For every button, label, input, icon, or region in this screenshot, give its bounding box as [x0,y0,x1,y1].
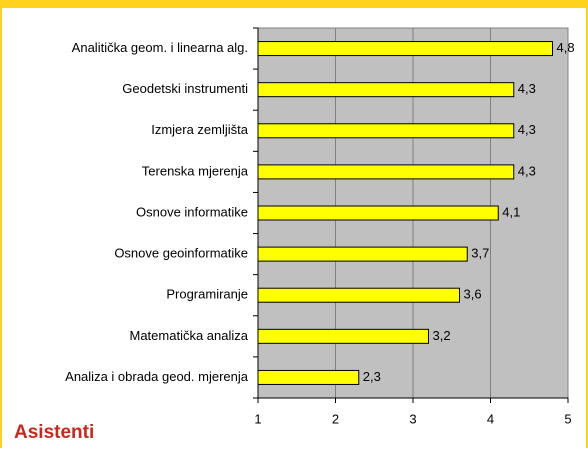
left-border [0,0,2,448]
y-tick-label: Analitička geom. i linearna alg. [72,40,248,55]
value-label: 4,3 [518,163,536,178]
x-tick-label: 4 [487,411,494,426]
y-tick-label: Osnove informatike [136,204,248,219]
bar [257,164,515,180]
value-label: 4,3 [518,81,536,96]
x-tick-label: 3 [409,411,416,426]
value-label: 4,3 [518,122,536,137]
y-tick-label: Izmjera zemljišta [151,122,249,137]
value-label: 3,6 [464,287,482,302]
x-tick-label: 2 [332,411,339,426]
bar [257,328,429,344]
y-tick-label: Terenska mjerenja [142,163,249,178]
bar [257,41,553,57]
x-tick-label: 1 [254,411,261,426]
value-label: 3,7 [471,246,489,261]
bar [257,246,468,262]
y-tick-label: Geodetski instrumenti [122,81,248,96]
value-label: 3,2 [433,328,451,343]
annotation: Asistenti [14,422,94,443]
bar [257,123,515,139]
x-tick-label: 5 [564,411,571,426]
value-label: 4,1 [502,204,520,219]
y-tick-label: Analiza i obrada geod. mjerenja [65,369,249,384]
value-label: 4,8 [557,40,575,55]
value-label: 2,3 [363,369,381,384]
bar [257,287,460,303]
y-tick-label: Programiranje [166,287,248,302]
y-tick-label: Osnove geoinformatike [114,246,248,261]
bar [257,369,360,385]
top-band [0,0,588,8]
bar [257,82,515,98]
right-border [586,0,588,448]
y-tick-label: Matematička analiza [130,328,249,343]
bar [257,205,499,221]
